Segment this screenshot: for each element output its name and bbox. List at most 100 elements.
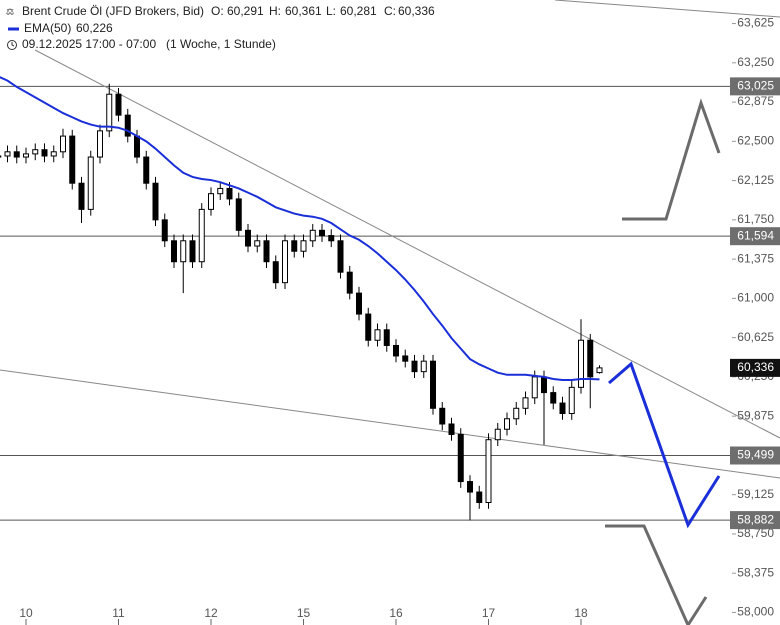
symbol-title: Brent Crude Öl (JFD Brokers, Bid) xyxy=(22,4,204,18)
ohlc-value: 60,291 xyxy=(227,4,264,18)
candle-body xyxy=(115,93,122,116)
candle-body xyxy=(254,240,261,247)
candle-body xyxy=(550,392,557,404)
level-tag xyxy=(730,511,780,530)
candle-body xyxy=(171,240,177,263)
candle-body xyxy=(263,240,270,263)
candle-body xyxy=(23,153,29,158)
y-tick-label: 58,750 xyxy=(737,526,774,540)
candle-body xyxy=(245,229,251,247)
candle-body xyxy=(467,481,473,493)
ema-line xyxy=(0,76,600,382)
x-tick-label: 16 xyxy=(389,606,403,620)
candle-body xyxy=(513,407,520,420)
icon: ⚖ xyxy=(6,6,14,16)
levels xyxy=(0,85,780,521)
y-tick-label: 58,375 xyxy=(737,565,774,579)
candle-body xyxy=(198,208,205,263)
y-tick-label: 59,875 xyxy=(737,408,774,422)
candle-body xyxy=(291,240,298,252)
candle-body xyxy=(374,329,381,341)
candle-body xyxy=(217,187,224,195)
candle-body xyxy=(4,151,11,157)
ohlc-key: H: xyxy=(269,4,281,18)
candle-body xyxy=(457,433,464,483)
candle-body xyxy=(87,156,94,210)
candle-body xyxy=(365,313,372,341)
clock-icon xyxy=(11,42,15,47)
y-tick-label: 60,625 xyxy=(737,330,774,344)
candle-body xyxy=(161,219,168,242)
candle-body xyxy=(587,339,594,378)
ohlc-value: 60,361 xyxy=(285,4,322,18)
axes: 63,625 63,250 62,875 62,500 62,125 61,750 61,3… xyxy=(19,16,780,625)
candle-body xyxy=(32,149,39,155)
y-tick-label: 62,875 xyxy=(737,94,774,108)
candle-body xyxy=(476,491,483,504)
projection-down xyxy=(605,524,708,625)
candle-body xyxy=(143,156,150,184)
projection-main xyxy=(608,361,721,529)
candle-body xyxy=(531,376,538,399)
y-tick-label: 58,000 xyxy=(737,605,774,619)
ohlc-key: C: xyxy=(384,4,396,18)
y-tick-label: 61,000 xyxy=(737,291,774,305)
candle-body xyxy=(411,360,418,373)
trend-line xyxy=(34,49,780,439)
x-tick-label: 11 xyxy=(112,606,125,620)
y-tick-label: 63,250 xyxy=(737,55,774,69)
candle-body xyxy=(522,397,529,409)
last-price-tag xyxy=(730,358,780,377)
projection-up xyxy=(622,98,721,221)
candle-body xyxy=(439,407,446,425)
candle-body xyxy=(282,240,288,284)
ohlc-value: 60,336 xyxy=(398,4,435,18)
candle-body xyxy=(420,360,427,373)
candle-body xyxy=(106,93,113,132)
level-tag-label: 59,499 xyxy=(737,448,774,462)
candle-body xyxy=(13,151,20,158)
date-range: 09.12.2025 17:00 - 07:00 xyxy=(22,37,156,51)
level-tag-label: 58,882 xyxy=(737,512,774,526)
candle-body xyxy=(393,344,399,357)
candle-body xyxy=(568,386,575,415)
candle-body xyxy=(494,428,501,441)
y-tick-label: 61,375 xyxy=(737,251,774,265)
candle-body xyxy=(41,149,48,157)
level-tag-label: 63,025 xyxy=(737,79,774,93)
x-tick-label: 17 xyxy=(482,606,496,620)
candle-body xyxy=(356,292,362,315)
candle-body xyxy=(180,240,187,263)
candle-body xyxy=(337,240,344,273)
candle-body xyxy=(272,261,279,284)
candle-body xyxy=(596,367,603,374)
x-tick-label: 15 xyxy=(297,606,311,620)
candle-body xyxy=(309,229,316,242)
level-tag xyxy=(730,446,780,465)
level-tag-label: 61,594 xyxy=(737,228,774,242)
ohlc-key: O: xyxy=(211,4,224,18)
candle-body xyxy=(328,235,335,242)
candle-body xyxy=(319,229,325,237)
candle-body xyxy=(559,402,566,415)
trend-line xyxy=(0,369,780,479)
candle-body xyxy=(208,193,214,210)
x-tick-label: 12 xyxy=(204,606,218,620)
candles xyxy=(0,76,603,521)
y-tick-label: 62,125 xyxy=(737,173,774,187)
candle-body xyxy=(448,423,455,435)
candle-body xyxy=(541,376,547,394)
candle-body xyxy=(60,135,66,153)
candle-body xyxy=(189,240,196,263)
ohlc-value: 60,281 xyxy=(340,4,377,18)
candle-body xyxy=(124,114,131,137)
candle-body xyxy=(78,182,85,210)
last-price-label: 60,336 xyxy=(737,360,774,374)
trend-line xyxy=(554,0,780,18)
candle-body xyxy=(300,240,307,252)
candle-body xyxy=(383,329,390,346)
level-tag xyxy=(730,227,780,246)
